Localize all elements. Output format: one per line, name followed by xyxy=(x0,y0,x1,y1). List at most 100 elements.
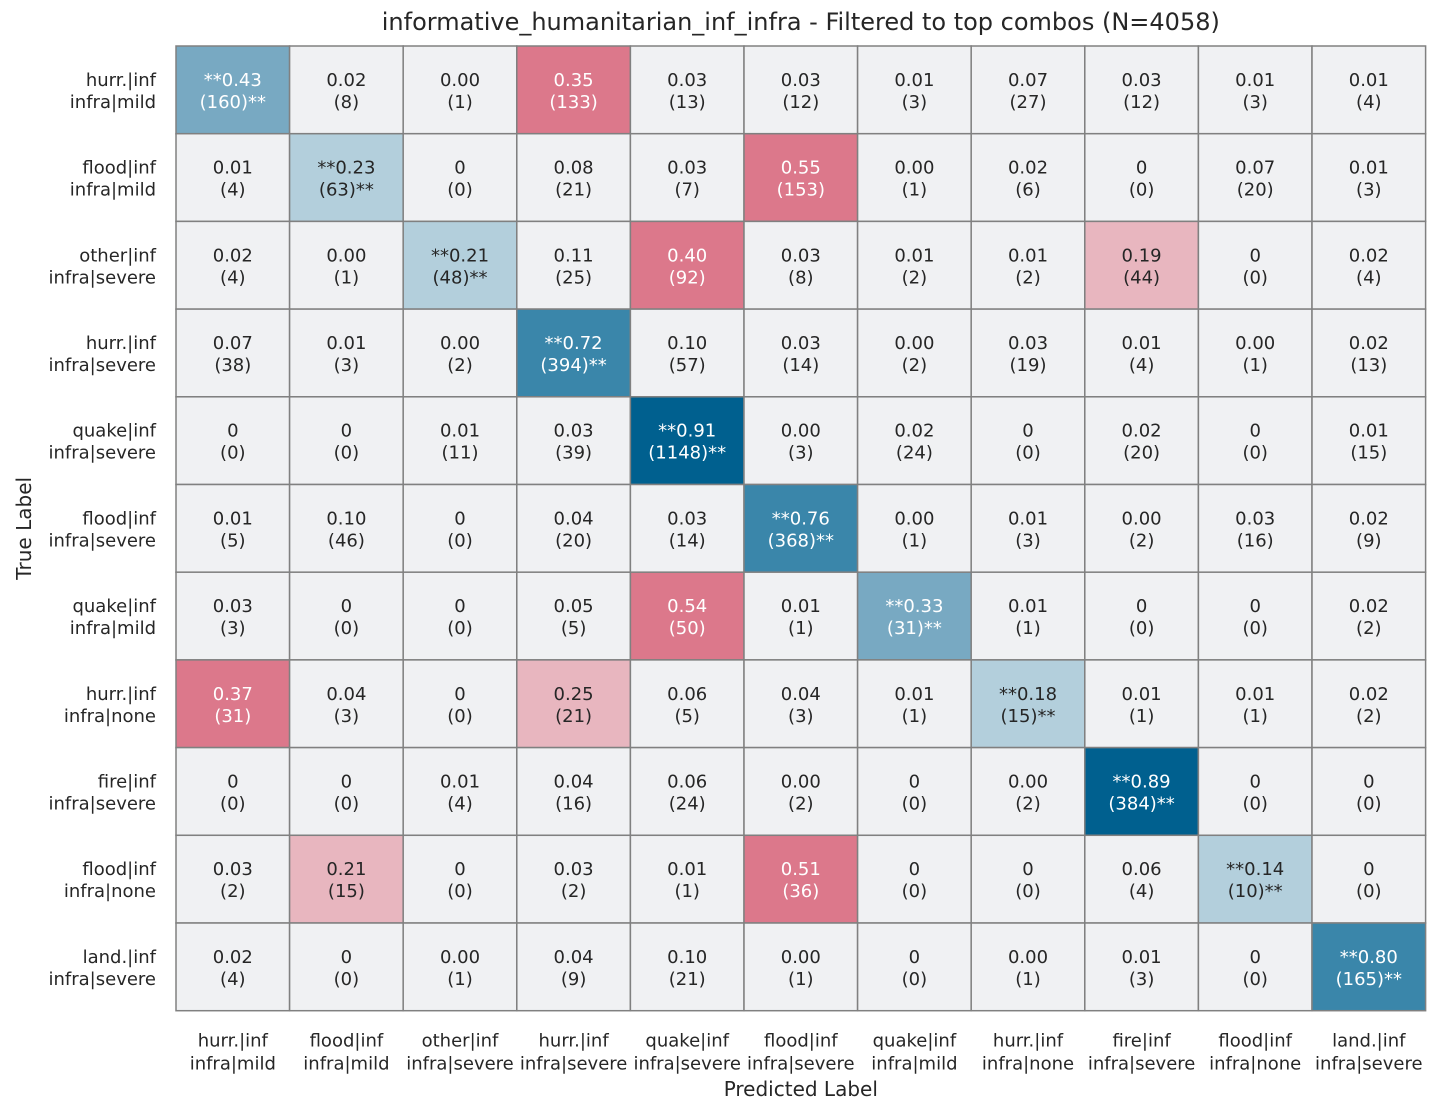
heatmap-cell xyxy=(970,220,1086,310)
cell-value-label: 0.02 xyxy=(213,947,253,968)
heatmap-cell xyxy=(1197,483,1313,573)
cell-count-label: (3) xyxy=(1356,180,1382,201)
cell-value-label: 0.00 xyxy=(781,771,821,792)
row-tick-label: infra|severe xyxy=(49,355,157,376)
heatmap-cell xyxy=(1311,396,1427,486)
heatmap-cell xyxy=(175,220,291,310)
cell-count-label: (2) xyxy=(1015,267,1041,288)
cell-count-label: (7) xyxy=(674,180,700,201)
cell-value-label: 0.37 xyxy=(213,684,253,705)
heatmap-cell xyxy=(970,396,1086,486)
cell-count-label: (384)** xyxy=(1108,793,1174,814)
col-tick-label: flood|inf xyxy=(1218,1031,1292,1052)
cell-count-label: (0) xyxy=(1015,443,1041,464)
cell-count-label: (3) xyxy=(334,706,360,727)
col-tick-label: hurr.|inf xyxy=(198,1031,269,1052)
cell-count-label: (50) xyxy=(669,618,706,639)
cell-value-label: 0.07 xyxy=(213,333,253,354)
cell-count-label: (133) xyxy=(549,92,597,113)
heatmap-cell xyxy=(402,45,518,135)
heatmap-cell xyxy=(1084,483,1200,573)
cell-value-label: 0.03 xyxy=(213,859,253,880)
cell-value-label: 0 xyxy=(454,158,465,179)
cell-count-label: (46) xyxy=(328,530,365,551)
cell-value-label: **0.72 xyxy=(545,333,603,354)
col-tick-label: hurr.|inf xyxy=(539,1031,610,1052)
row-tick-label: infra|mild xyxy=(70,180,156,201)
cell-value-label: 0.03 xyxy=(1235,508,1275,529)
cell-count-label: (1) xyxy=(334,267,360,288)
cell-count-label: (0) xyxy=(334,793,360,814)
heatmap-cell xyxy=(743,922,859,1012)
cell-value-label: 0 xyxy=(1249,245,1260,266)
cell-value-label: 0.02 xyxy=(1349,508,1389,529)
row-tick-label: fire|inf xyxy=(98,771,157,792)
row-tick-label: infra|severe xyxy=(49,969,157,990)
cell-count-label: (0) xyxy=(447,530,473,551)
heatmap-cell xyxy=(402,396,518,486)
cell-value-label: 0 xyxy=(341,596,352,617)
cell-value-label: 0 xyxy=(227,421,238,442)
cell-value-label: **0.76 xyxy=(772,508,830,529)
cell-value-label: 0.02 xyxy=(894,421,934,442)
cell-count-label: (2) xyxy=(902,267,928,288)
cell-value-label: 0.00 xyxy=(1008,947,1048,968)
row-tick-label: hurr.|inf xyxy=(86,333,157,354)
heatmap-cell xyxy=(856,220,972,310)
cell-value-label: 0 xyxy=(1136,596,1147,617)
cell-value-label: 0.01 xyxy=(1008,508,1048,529)
cell-value-label: 0.07 xyxy=(1235,158,1275,179)
heatmap-cell xyxy=(743,132,859,223)
col-tick-label: quake|inf xyxy=(873,1031,957,1052)
row-tick-label: infra|none xyxy=(64,706,156,727)
row-tick-label: flood|inf xyxy=(82,158,156,179)
chart-title: informative_humanitarian_inf_infra - Fil… xyxy=(381,8,1220,36)
heatmap-cell xyxy=(288,834,404,924)
cell-count-label: (4) xyxy=(1129,881,1155,902)
cell-value-label: 0.25 xyxy=(554,684,594,705)
cell-value-label: 0 xyxy=(454,684,465,705)
cell-count-label: (0) xyxy=(334,618,360,639)
cell-count-label: (21) xyxy=(669,969,706,990)
heatmap-cell xyxy=(1311,746,1427,837)
cell-count-label: (0) xyxy=(1242,443,1268,464)
cell-value-label: 0.01 xyxy=(213,158,253,179)
cell-count-label: (0) xyxy=(334,443,360,464)
heatmap-cell xyxy=(970,45,1086,135)
col-tick-label: quake|inf xyxy=(645,1031,729,1052)
cell-count-label: (1) xyxy=(788,618,814,639)
cell-count-label: (1) xyxy=(1242,706,1268,727)
cell-value-label: 0.04 xyxy=(554,771,594,792)
heatmap-cell xyxy=(175,659,291,749)
row-tick-label: land.|inf xyxy=(83,947,157,968)
heatmap-cell xyxy=(970,483,1086,573)
heatmap-cell xyxy=(970,308,1086,398)
cell-value-label: 0.06 xyxy=(667,684,707,705)
row-tick-label: hurr.|inf xyxy=(86,684,157,705)
cell-count-label: (368)** xyxy=(768,530,834,551)
cell-count-label: (4) xyxy=(447,793,473,814)
cell-value-label: 0.01 xyxy=(781,596,821,617)
cell-count-label: (8) xyxy=(788,267,814,288)
heatmap-cell xyxy=(629,483,745,573)
cell-value-label: 0.03 xyxy=(667,508,707,529)
cell-value-label: **0.14 xyxy=(1226,859,1284,880)
cell-value-label: 0.03 xyxy=(781,333,821,354)
heatmap-cell xyxy=(402,220,518,310)
cell-count-label: (4) xyxy=(1356,267,1382,288)
cell-count-label: (0) xyxy=(902,969,928,990)
heatmap-cell xyxy=(175,746,291,837)
heatmap-cell xyxy=(402,659,518,749)
cell-count-label: (1) xyxy=(447,92,473,113)
cell-value-label: 0.00 xyxy=(440,947,480,968)
cell-value-label: 0 xyxy=(341,421,352,442)
cell-value-label: 0.02 xyxy=(1349,245,1389,266)
col-tick-label: infra|severe xyxy=(520,1054,628,1075)
cell-count-label: (1) xyxy=(1129,706,1155,727)
cell-count-label: (2) xyxy=(1129,530,1155,551)
heatmap-cell xyxy=(516,132,632,223)
cell-value-label: 0.04 xyxy=(554,508,594,529)
col-tick-labels: hurr.|infinfra|mildflood|infinfra|mildot… xyxy=(190,1031,1423,1075)
heatmap-cell xyxy=(1197,571,1313,661)
cell-value-label: 0.01 xyxy=(894,70,934,91)
